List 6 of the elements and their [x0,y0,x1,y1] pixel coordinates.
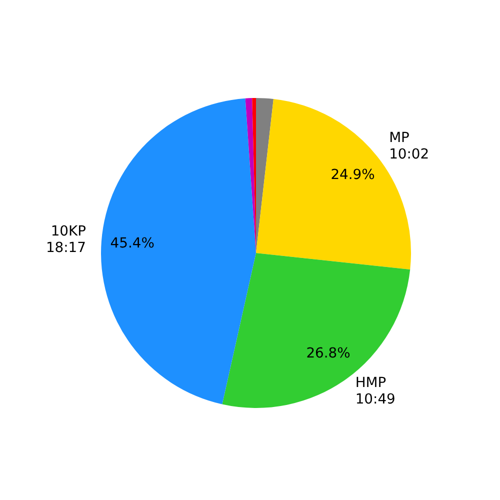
slice-label: HMP 10:49 [355,374,396,408]
data-label: 24.9% [330,167,375,184]
data-label: 45.4% [110,235,154,252]
slice-label: MP 10:02 [389,130,430,162]
data-label: 26.8% [306,345,350,362]
slice-label: 10KP 18:17 [46,224,86,256]
